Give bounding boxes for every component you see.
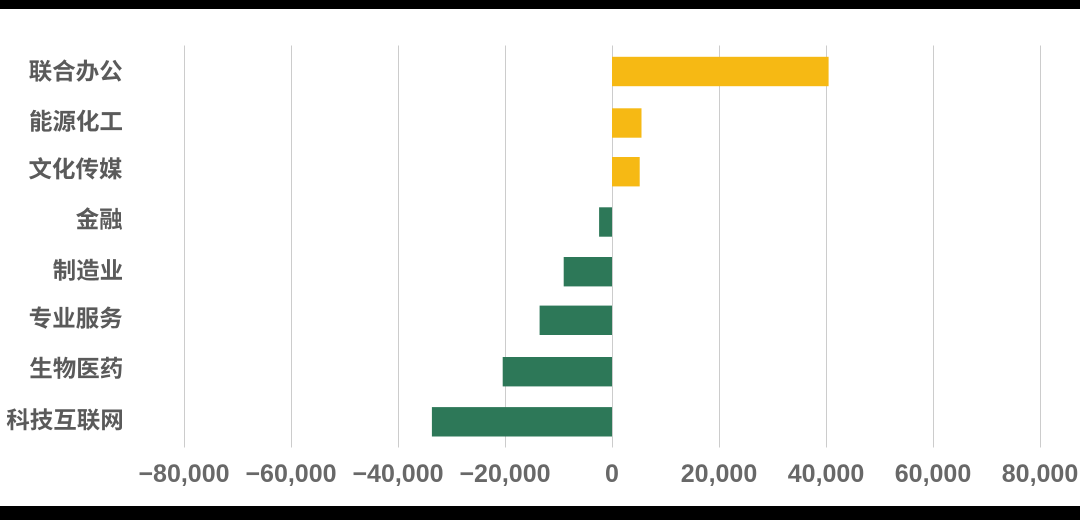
svg-text:20,000: 20,000 (681, 460, 757, 488)
svg-text:−20,000: −20,000 (459, 460, 550, 488)
svg-text:40,000: 40,000 (788, 460, 864, 488)
svg-text:−80,000: −80,000 (138, 460, 229, 488)
svg-text:−60,000: −60,000 (245, 460, 336, 488)
svg-text:80,000: 80,000 (1002, 460, 1078, 488)
svg-text:0: 0 (605, 460, 619, 488)
svg-text:60,000: 60,000 (895, 460, 971, 488)
svg-text:−40,000: −40,000 (352, 460, 443, 488)
